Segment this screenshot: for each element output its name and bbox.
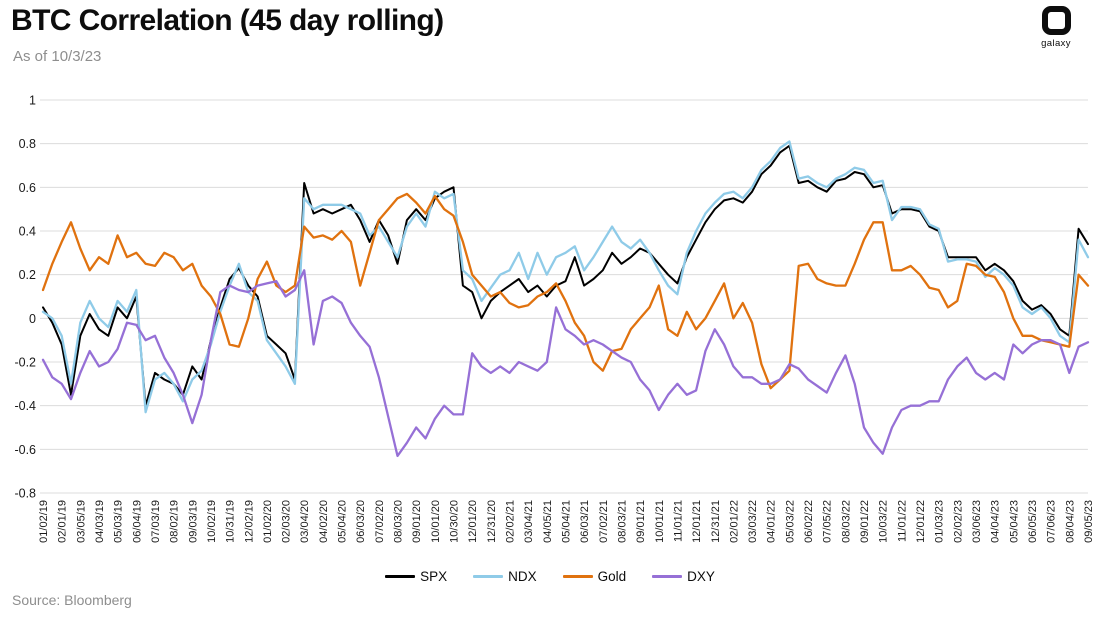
x-axis-tick-label: 11/01/22 xyxy=(896,500,908,542)
x-axis-tick-label: 03/06/23 xyxy=(971,500,983,543)
y-axis-tick-label: -0.8 xyxy=(14,487,36,501)
x-axis-tick-label: 02/01/22 xyxy=(728,500,740,543)
x-axis-tick-label: 12/31/21 xyxy=(710,500,722,543)
correlation-chart: 1 0.8 0.6 0.4 0.2 0 -0.2 -0.4 -0.6 -0.8 01/02/19 02… xyxy=(0,90,1100,570)
x-axis-tick-label: 09/01/22 xyxy=(859,500,871,543)
y-axis-tick-label: 0.4 xyxy=(19,225,36,239)
x-axis-tick-label: 04/05/21 xyxy=(542,500,554,543)
x-axis-tick-label: 12/01/22 xyxy=(915,500,927,543)
x-axis-tick-label: 09/01/21 xyxy=(635,500,647,543)
x-axis-tick-label: 05/04/21 xyxy=(560,500,572,543)
y-axis-tick-label: 0.8 xyxy=(19,137,36,151)
as-of-date: As of 10/3/23 xyxy=(13,48,102,65)
x-axis-tick-label: 02/03/20 xyxy=(281,500,293,543)
x-axis-tick-label: 05/04/23 xyxy=(1008,500,1020,543)
x-axis-tick-label: 12/01/20 xyxy=(467,500,479,543)
x-axis-tick-label: 07/06/23 xyxy=(1046,500,1058,543)
chart-canvas: 1 0.8 0.6 0.4 0.2 0 -0.2 -0.4 -0.6 -0.801/02/19 02… xyxy=(14,94,1095,543)
x-axis-tick-label: 02/01/19 xyxy=(57,500,69,543)
x-axis-tick-label: 06/03/21 xyxy=(579,500,591,543)
x-axis-tick-label: 08/03/21 xyxy=(616,500,628,543)
x-axis-tick-label: 09/05/23 xyxy=(1083,500,1095,543)
galaxy-logo-icon xyxy=(1041,6,1071,35)
series-line-spx xyxy=(42,144,1089,407)
spx-line-swatch xyxy=(385,575,416,578)
x-axis-tick-label: 04/01/22 xyxy=(766,500,778,543)
x-axis-tick-label: 08/03/20 xyxy=(393,500,405,543)
page-title: BTC Correlation (45 day rolling) xyxy=(11,4,444,37)
y-axis-tick-label: -0.4 xyxy=(14,399,36,413)
legend-item-spx: SPX xyxy=(385,569,447,584)
x-axis-tick-label: 06/02/22 xyxy=(803,500,815,543)
x-axis-tick-label: 11/01/21 xyxy=(672,500,684,542)
x-axis-tick-label: 06/03/20 xyxy=(355,500,367,543)
dxy-line-swatch xyxy=(652,575,683,578)
x-axis-tick-label: 08/02/19 xyxy=(169,500,181,543)
x-axis-tick-label: 07/03/19 xyxy=(150,500,162,543)
x-axis-tick-label: 10/01/21 xyxy=(654,500,666,543)
y-axis-tick-label: -0.6 xyxy=(14,443,36,457)
legend-item-ndx: NDX xyxy=(473,569,537,584)
x-axis-tick-label: 01/03/23 xyxy=(934,500,946,543)
x-axis-tick-label: 04/03/19 xyxy=(94,500,106,543)
x-axis-tick-label: 05/04/20 xyxy=(337,500,349,543)
x-axis-tick-label: 09/03/19 xyxy=(187,500,199,543)
x-axis-tick-label: 04/04/23 xyxy=(990,500,1002,543)
source-credit: Source: Bloomberg xyxy=(12,592,132,608)
x-axis-tick-label: 03/05/19 xyxy=(75,500,87,543)
y-axis-tick-label: 0.2 xyxy=(19,268,36,282)
x-axis-tick-label: 07/05/22 xyxy=(822,500,834,543)
series-line-gold xyxy=(41,192,1090,390)
x-axis-tick-label: 03/04/20 xyxy=(299,500,311,543)
x-axis-tick-label: 07/02/20 xyxy=(374,500,386,543)
x-axis-tick-label: 10/02/19 xyxy=(206,500,218,543)
x-axis-tick-label: 10/30/20 xyxy=(449,500,461,543)
x-axis-tick-label: 12/02/19 xyxy=(243,500,255,543)
y-axis-tick-label: -0.2 xyxy=(14,356,36,370)
x-axis-tick-label: 05/03/19 xyxy=(113,500,125,543)
x-axis-tick-label: 04/02/20 xyxy=(318,500,330,543)
legend-label-ndx: NDX xyxy=(508,569,537,584)
y-axis-tick-label: 0 xyxy=(29,312,36,326)
legend-label-gold: Gold xyxy=(597,569,627,584)
legend-item-dxy: DXY xyxy=(652,569,715,584)
x-axis-tick-label: 02/02/23 xyxy=(952,500,964,543)
x-axis-tick-label: 12/01/21 xyxy=(691,500,703,543)
x-axis-tick-label: 12/31/20 xyxy=(486,500,498,543)
galaxy-logo: galaxy xyxy=(1026,6,1086,49)
x-axis-tick-label: 10/01/20 xyxy=(430,500,442,543)
x-axis-tick-label: 03/04/21 xyxy=(523,500,535,543)
x-axis-tick-label: 02/02/21 xyxy=(505,500,517,543)
ndx-line-swatch xyxy=(473,575,504,578)
y-axis-tick-label: 0.6 xyxy=(19,181,36,195)
x-axis-tick-label: 07/02/21 xyxy=(598,500,610,543)
x-axis-tick-label: 06/04/19 xyxy=(131,500,143,543)
x-axis-tick-label: 05/03/22 xyxy=(784,500,796,543)
x-axis-tick-label: 06/05/23 xyxy=(1027,500,1039,543)
series-line-dxy xyxy=(41,269,1090,458)
x-axis-tick-label: 01/02/19 xyxy=(38,500,50,543)
x-axis-tick-label: 10/31/19 xyxy=(225,500,237,543)
legend-label-spx: SPX xyxy=(420,569,448,584)
x-axis-tick-label: 08/04/23 xyxy=(1064,500,1076,543)
gold-line-swatch xyxy=(562,575,593,578)
chart-legend: SPX NDX Gold DXY xyxy=(0,569,1100,584)
x-axis-tick-label: 10/03/22 xyxy=(878,500,890,543)
legend-label-dxy: DXY xyxy=(687,569,715,584)
x-axis-tick-label: 08/03/22 xyxy=(840,500,852,543)
y-axis-tick-label: 1 xyxy=(29,94,36,108)
galaxy-logo-text: galaxy xyxy=(1041,38,1071,49)
x-axis-tick-label: 03/03/22 xyxy=(747,500,759,543)
x-axis-tick-label: 01/02/20 xyxy=(262,500,274,543)
x-axis-tick-label: 09/01/20 xyxy=(411,500,423,543)
series-line-ndx xyxy=(41,140,1090,414)
legend-item-gold: Gold xyxy=(562,569,627,584)
